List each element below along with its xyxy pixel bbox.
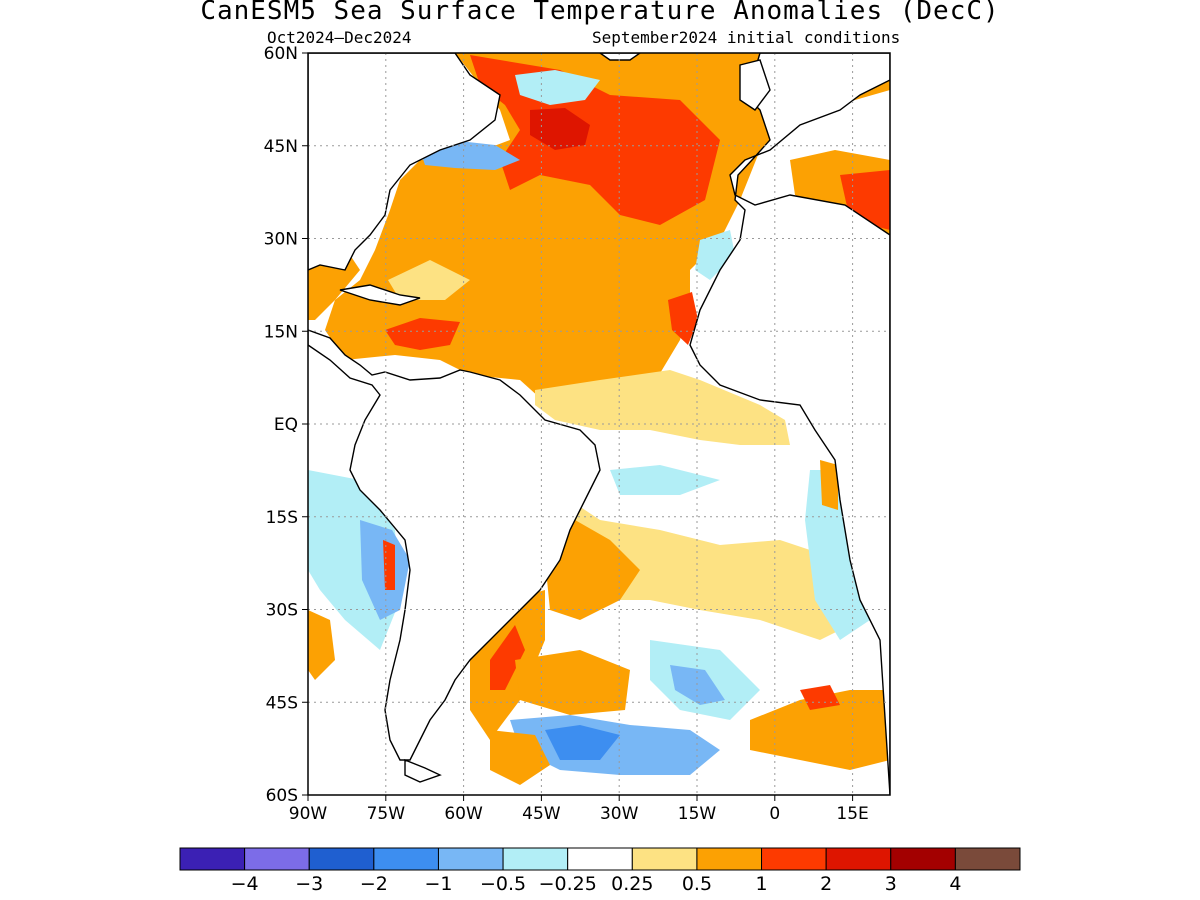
map-gridlines: [308, 53, 890, 795]
lon-tick-label: 45W: [522, 804, 561, 824]
colorbar-swatch: [179, 847, 246, 871]
anomaly-region-argentina-strong: [490, 625, 525, 690]
longitude-axis: 90W 75W 60W 45W 30W 15W 0 15E: [289, 795, 869, 824]
anomaly-region-brazil-warm: [545, 520, 640, 620]
anomaly-region-north-weak: [388, 260, 470, 300]
initial-conditions: September2024 initial conditions: [592, 28, 901, 47]
colorbar-label: 0.5: [682, 873, 712, 895]
colorbar-swatch: [761, 847, 827, 871]
colorbar-swatch: [631, 847, 698, 871]
colorbar-swatch: [567, 847, 633, 871]
anomaly-region-benguela-cool: [805, 470, 870, 640]
europe-land: [689, 53, 890, 795]
north-america-land: [308, 53, 501, 271]
forecast-period: Oct2024–Dec2024: [267, 28, 412, 47]
lat-tick-label: 15N: [264, 322, 298, 342]
lat-tick-label: 45S: [266, 693, 298, 713]
lon-tick-label: 75W: [367, 804, 406, 824]
anomaly-region-tropical-south-cool: [610, 465, 720, 495]
landmasses: [308, 53, 890, 795]
colorbar-label: 0.25: [611, 873, 653, 895]
anomaly-region-peru-warm: [383, 540, 395, 590]
colorbar-label: 2: [820, 873, 832, 895]
lon-tick-label: 30W: [600, 804, 639, 824]
lon-tick-label: 15W: [678, 804, 717, 824]
colorbar-swatch: [308, 847, 375, 871]
anomaly-region-caribbean-strong: [385, 318, 460, 350]
colorbar-swatch: [696, 847, 763, 871]
anomaly-region-southern-warm: [490, 730, 550, 785]
lat-tick-label: 60S: [266, 786, 298, 806]
colorbar: [179, 847, 1021, 871]
colorbar-swatch: [825, 847, 892, 871]
latitude-axis: 60N 45N 30N 15N EQ 15S 30S 45S 60S: [264, 44, 308, 806]
colorbar-label: −2: [360, 873, 388, 895]
lat-tick-label: 60N: [264, 44, 298, 64]
lon-tick-label: 15E: [836, 804, 868, 824]
map-title: CanESM5 Sea Surface Temperature Anomalie…: [200, 0, 1000, 26]
colorbar-swatch: [954, 847, 1021, 871]
colorbar-labels: −4 −3 −2 −1 −0.5 −0.25 0.25 0.5 1 2 3 4: [231, 873, 962, 895]
caribbean-islands-land: [339, 284, 421, 306]
colorbar-label: −0.5: [480, 873, 526, 895]
greenland-edge-land: [598, 53, 642, 61]
colorbar-label: 4: [949, 873, 961, 895]
colorbar-label: −3: [295, 873, 323, 895]
lon-tick-label: 60W: [444, 804, 483, 824]
colorbar-label: −0.25: [539, 873, 597, 895]
colorbar-label: 3: [885, 873, 897, 895]
south-america-tip-land: [404, 758, 442, 783]
uk-land: [739, 59, 771, 111]
lon-tick-label: 0: [769, 804, 780, 824]
colorbar-label: −1: [424, 873, 452, 895]
lat-tick-label: 45N: [264, 137, 298, 157]
colorbar-label: 1: [755, 873, 767, 895]
anomaly-region-se-strong: [800, 685, 840, 710]
anomaly-region-labrador-cool: [515, 70, 600, 105]
lat-tick-label: 30S: [266, 601, 298, 621]
anomaly-region-tropical-weak: [535, 370, 790, 445]
anomaly-region-north-atlantic-warm: [325, 53, 890, 398]
lat-tick-label: 15S: [266, 508, 298, 528]
anomaly-region-pacific-warm: [308, 610, 335, 680]
anomaly-region-midlat-warm: [515, 650, 630, 715]
lat-tick-label: 30N: [264, 230, 298, 250]
colorbar-label: −4: [231, 873, 259, 895]
central-america-land: [308, 329, 601, 761]
anomaly-region-canaries-cool: [695, 230, 735, 280]
colorbar-swatch: [373, 847, 439, 871]
lat-tick-label: EQ: [274, 415, 298, 435]
colorbar-swatch: [244, 847, 310, 871]
colorbar-swatch: [502, 847, 569, 871]
anomaly-region-se-warm: [750, 690, 890, 770]
anomaly-region-angola-warm: [820, 460, 838, 510]
colorbar-swatch: [890, 847, 956, 871]
lon-tick-label: 90W: [289, 804, 328, 824]
colorbar-swatch: [437, 847, 504, 871]
anomaly-region-dark-core: [530, 108, 590, 150]
anomaly-region-subpolar-coolest: [545, 725, 620, 760]
anomaly-region-south-weak: [545, 500, 860, 640]
